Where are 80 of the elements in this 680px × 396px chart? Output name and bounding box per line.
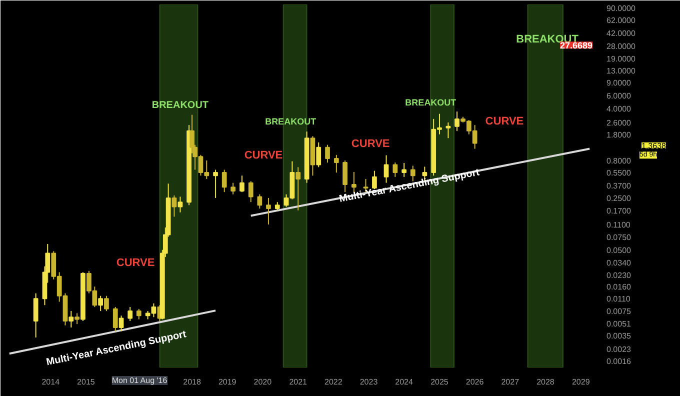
y-tick-label: 42.0000 [606,28,636,38]
candlestick [402,162,407,178]
candlestick [392,162,398,178]
candlestick [178,196,183,213]
candlestick [334,154,339,174]
candlestick [104,295,109,312]
y-tick-label: 0.0230 [606,270,632,280]
y-tick-label: 0.1100 [606,220,631,230]
x-tick-label: 2020 [254,378,272,386]
candlestick [222,169,227,193]
annotation: CURVE [485,115,524,128]
candlestick [248,180,254,203]
y-tick-label: 0.0023 [606,345,632,354]
y-tick-label: 0.1700 [606,206,632,216]
x-tick-label: 2025 [430,378,449,386]
annotation: Multi-Year Ascending Support [45,328,188,368]
y-tick-label: 28.0000 [606,42,636,51]
x-tick-label: 2018 [183,378,202,386]
candlestick [296,166,301,211]
y-tick-label: 0.0340 [606,258,632,268]
candlestick [98,295,104,312]
candlestick [118,315,124,332]
x-tick-label: 2023 [360,378,378,386]
annotation: BREAKOUT [405,98,457,108]
y-tick-label: 0.0075 [606,307,632,316]
annotation: CURVE [351,138,390,150]
candlestick [213,169,218,198]
candlestick [446,122,451,139]
annotation: BREAKOUT [265,116,317,126]
y-tick-label: 0.0160 [606,282,632,292]
annotation: CURVE [244,150,283,162]
y-tick-label: 0.0500 [606,246,632,255]
x-tick-label: 2029 [572,378,590,386]
y-tick-label: 1.8000 [606,130,632,140]
candlestick [136,308,142,320]
x-tick-label: 2015 [77,378,96,386]
y-tick-label: 0.5500 [606,168,632,178]
candlestick [384,154,389,184]
candlestick [240,175,244,193]
text: 1.3638 [642,141,667,150]
x-tick-label: 2021 [289,378,308,386]
text: Mon 01 Aug '16 [112,376,168,385]
x-tick-label: 2027 [501,378,520,386]
candlestick [316,142,322,168]
x-tick-label: 2024 [395,378,414,386]
candlestick [325,144,330,164]
y-tick-label: 19.0000 [606,54,636,64]
candlestick [230,182,236,195]
y-tick-label: 0.0016 [606,356,632,366]
y-tick-label: 0.3700 [606,181,632,190]
candlestick [266,197,271,225]
y-tick-label: 0.8000 [606,156,632,166]
y-tick-label: 2.6000 [606,118,632,128]
y-tick-label: 90.0000 [606,4,636,14]
y-tick-label: 0.0051 [606,319,632,328]
y-tick-label: 13.0000 [606,66,636,76]
y-tick-label: 62.0000 [606,16,636,26]
x-tick-label: 2022 [324,378,343,386]
x-tick-label: 2026 [466,378,484,386]
candlestick [454,111,460,132]
candlestick [68,310,74,328]
y-tick-label: 0.0750 [606,232,632,242]
candlestick [128,306,133,322]
x-tick-label: 2028 [536,378,555,386]
y-tick-label: 0.0035 [606,332,632,341]
y-tick-label: 0.2500 [606,194,632,203]
candlestick [112,306,118,332]
candlestick [172,194,177,218]
candlestick [74,312,80,325]
annotation: Multi-Year Ascending Support [338,167,482,205]
x-tick-label: 2019 [218,378,237,386]
annotation: CURVE [116,256,155,269]
candlestick [257,194,262,210]
y-tick-label: 0.0110 [606,294,631,304]
y-tick-label: 4.0000 [606,104,632,114]
y-tick-label: 9.0000 [606,78,632,88]
y-tick-label: 6.0000 [606,92,632,101]
annotation: BREAKOUT [152,100,209,111]
candlestick [33,292,38,338]
x-tick-label: 2014 [42,378,60,386]
